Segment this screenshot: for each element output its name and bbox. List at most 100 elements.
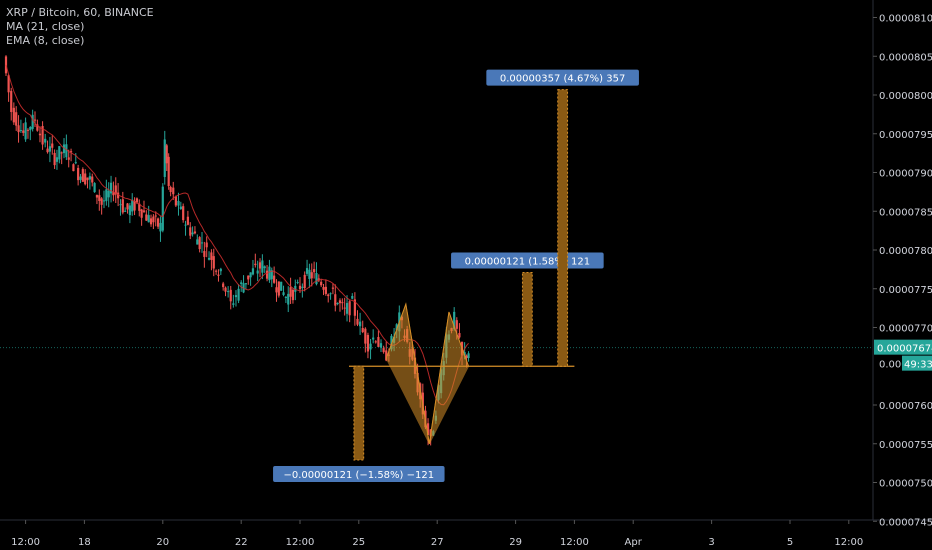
candle-body	[385, 350, 388, 361]
candle-body	[296, 282, 299, 284]
candle-body	[100, 198, 103, 205]
candle-body	[114, 185, 117, 195]
candle-body	[270, 270, 273, 280]
candle-body	[186, 216, 189, 225]
legend-ema[interactable]: EMA (8, close)	[6, 34, 85, 47]
candle-body	[234, 295, 238, 298]
candle-body	[348, 301, 351, 316]
candle-body	[121, 199, 124, 213]
candle-body	[51, 143, 54, 148]
candle-body	[305, 268, 309, 274]
pattern-line	[385, 302, 470, 444]
measure-bar[interactable]	[521, 271, 533, 367]
x-tick-label: 12:00	[834, 537, 863, 548]
candle-body	[91, 176, 94, 183]
measure-bar[interactable]	[353, 365, 365, 461]
candle-body	[10, 90, 13, 113]
candle-body	[331, 287, 335, 289]
candle-body	[169, 187, 172, 193]
candle-body	[62, 144, 66, 154]
measure-label-box[interactable]	[273, 466, 445, 483]
x-tick-label: Apr	[625, 537, 643, 548]
candle-body	[147, 215, 150, 223]
candle-body	[58, 146, 61, 160]
candle-body	[159, 222, 162, 232]
candle-body	[232, 303, 235, 305]
candle-body	[361, 327, 364, 333]
candle-body	[287, 293, 290, 305]
price-partial-label: 0.000	[879, 360, 908, 371]
candle-body	[41, 125, 44, 145]
candle-body	[458, 333, 461, 338]
candle-body	[343, 307, 346, 309]
candle-body	[280, 281, 283, 291]
candle-body	[289, 287, 292, 297]
candle-body	[322, 286, 325, 290]
candle-body	[265, 270, 269, 279]
measure-bar[interactable]	[557, 89, 569, 367]
candle-body	[36, 124, 39, 131]
candle-body	[203, 251, 206, 257]
current-price-tag	[874, 339, 932, 355]
candle-body	[366, 334, 370, 352]
legend: XRP / Bitcoin, 60, BINANCE MA (21, close…	[6, 6, 154, 48]
candle-body	[24, 122, 27, 140]
candle-body	[12, 107, 15, 123]
candle-body	[140, 209, 143, 218]
candle-body	[135, 198, 139, 203]
candle-body	[291, 289, 295, 301]
legend-symbol[interactable]: XRP / Bitcoin, 60, BINANCE	[6, 6, 154, 19]
legend-ma[interactable]: MA (21, close)	[6, 20, 85, 33]
candle-body	[327, 294, 330, 297]
candle-body	[84, 173, 87, 185]
candle-body	[369, 343, 372, 350]
x-tick-label: 12:00	[286, 537, 315, 548]
candle-body	[308, 269, 311, 279]
measure-label-box[interactable]	[486, 69, 639, 86]
candle-body	[222, 283, 225, 288]
ma-line	[5, 64, 469, 406]
candle-body	[165, 145, 168, 164]
candle-body	[338, 300, 342, 304]
candle-body	[184, 224, 187, 226]
candle-body	[200, 242, 204, 244]
candle-body	[44, 138, 47, 143]
candle-body	[161, 186, 164, 231]
candle-body	[217, 274, 220, 276]
candle-body	[251, 268, 255, 275]
candle-body	[196, 239, 199, 245]
candle-body	[60, 152, 63, 154]
candle-body	[320, 281, 323, 286]
candle-body	[329, 293, 332, 295]
candle-body	[119, 204, 122, 206]
candle-body	[53, 152, 56, 166]
candle-body	[117, 192, 120, 199]
candle-body	[467, 353, 470, 359]
candle-body	[212, 256, 215, 269]
candle-body	[313, 269, 316, 273]
candle-body	[67, 157, 70, 160]
candle-body	[359, 321, 362, 327]
candle-body	[382, 348, 385, 353]
candle-body	[356, 318, 359, 325]
candle-body	[453, 311, 456, 329]
candle-body	[189, 227, 192, 236]
candle-body	[215, 270, 218, 272]
candle-body	[15, 112, 18, 126]
candle-body	[33, 119, 37, 121]
candle-body	[105, 189, 108, 202]
candle-body	[268, 266, 271, 281]
candle-body	[198, 237, 201, 250]
candle-body	[174, 196, 177, 206]
candle-body	[142, 210, 146, 212]
x-tick-label: 12:00	[560, 537, 589, 548]
